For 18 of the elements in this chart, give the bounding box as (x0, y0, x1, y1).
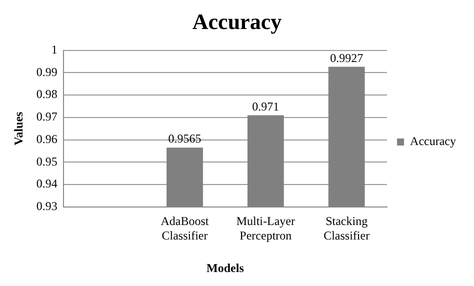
y-tick-label: 0.99 (36, 64, 58, 79)
x-tick-label: AdaBoost Classifier (160, 214, 210, 243)
y-tick-label: 1 (51, 42, 58, 57)
y-tick-label: 0.97 (36, 110, 58, 124)
y-tick-label: 0.95 (36, 154, 58, 168)
data-label: 0.9927 (330, 50, 364, 65)
data-label: 0.9565 (168, 132, 202, 146)
chart-title: Accuracy (192, 8, 282, 34)
y-tick-label: 0.98 (36, 87, 58, 102)
x-tick-label: Stacking Classifier (324, 214, 370, 243)
y-tick-label: 0.94 (36, 176, 58, 191)
y-tick-label: 0.93 (36, 198, 58, 213)
y-axis-title: Values (11, 111, 26, 146)
x-axis-title: Models (206, 260, 244, 275)
legend-label: Accuracy (410, 134, 456, 148)
y-tick-label: 0.96 (36, 132, 58, 146)
data-label: 0.971 (252, 99, 280, 114)
x-tick-label: Multi-Layer Perceptron (236, 214, 295, 243)
